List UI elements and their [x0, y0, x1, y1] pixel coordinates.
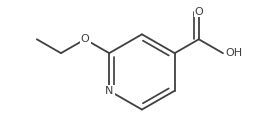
- Text: O: O: [194, 7, 203, 17]
- Text: N: N: [105, 86, 114, 96]
- Text: O: O: [81, 34, 89, 44]
- Text: OH: OH: [225, 48, 242, 58]
